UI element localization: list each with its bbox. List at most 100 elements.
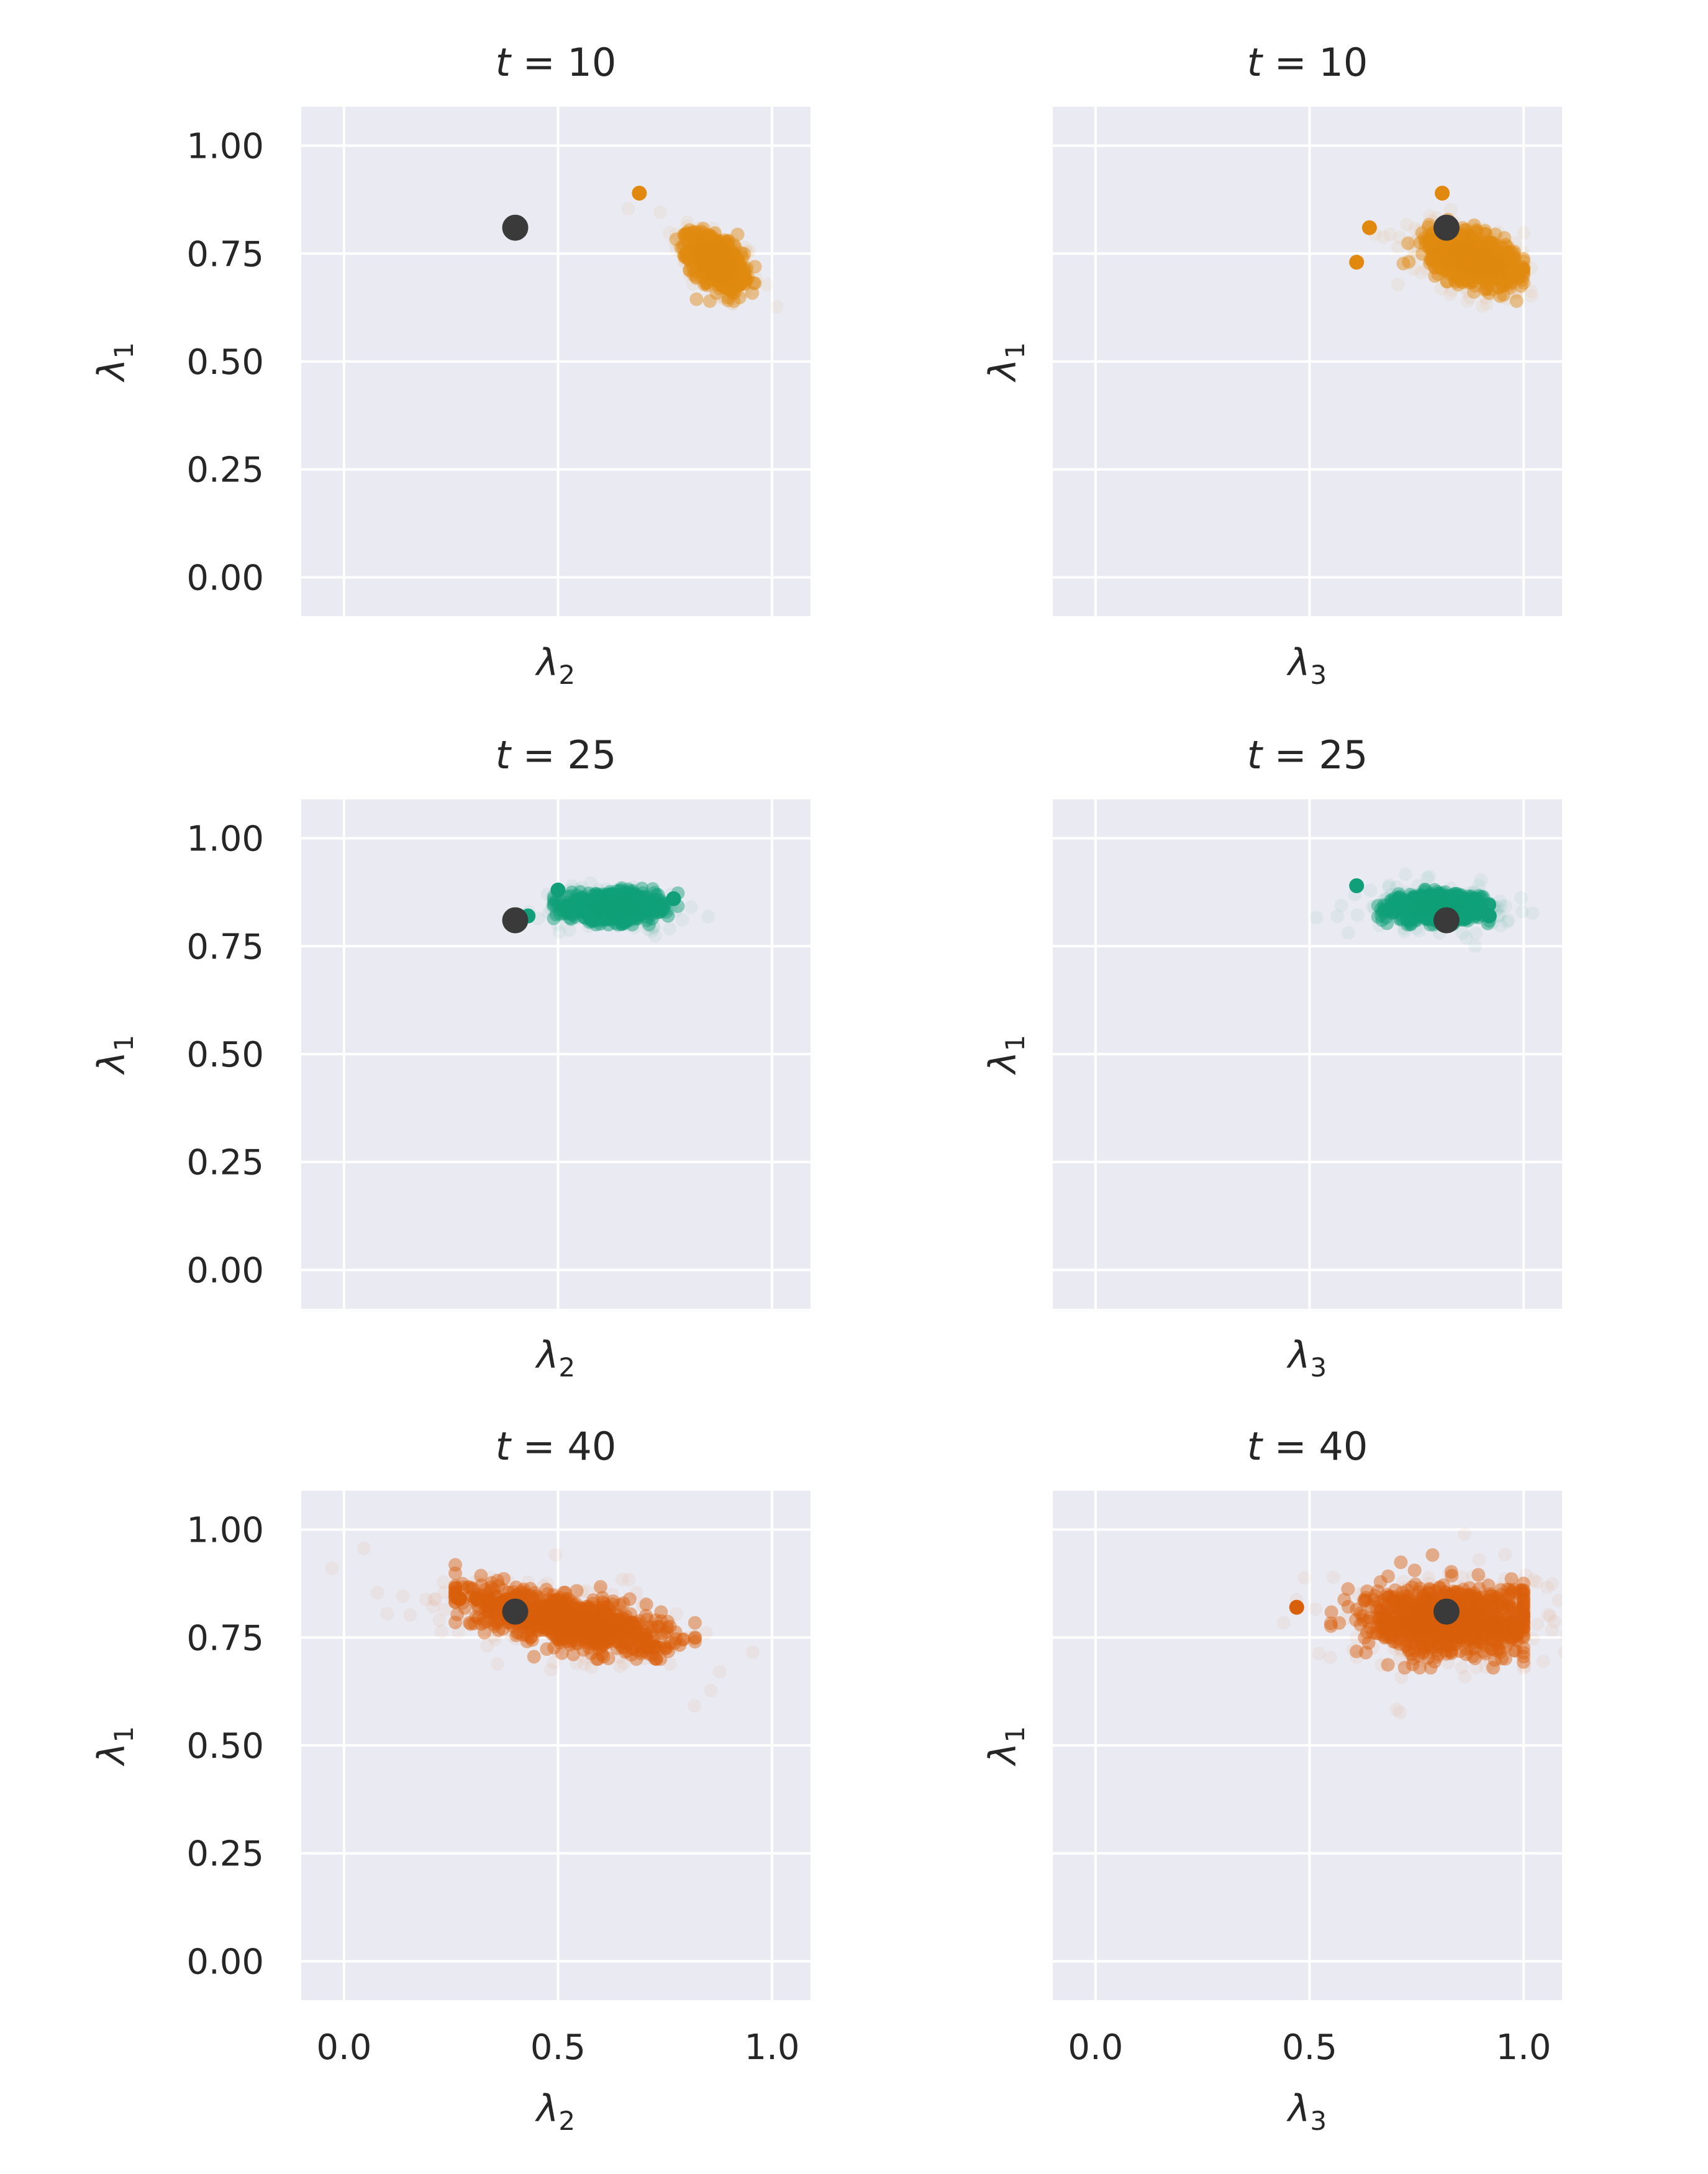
sample-point	[1416, 907, 1430, 921]
sample-point	[604, 899, 618, 913]
sample-point	[712, 252, 726, 266]
sample-point	[1497, 255, 1511, 270]
sample-point	[600, 888, 614, 903]
sample-point-faint	[1350, 907, 1365, 922]
sample-point	[1405, 906, 1419, 920]
sample-point	[599, 899, 613, 913]
sample-point	[1483, 272, 1497, 286]
sample-point	[1479, 236, 1493, 250]
sample-point	[1452, 238, 1466, 252]
sample-point-outlier	[1435, 185, 1450, 201]
sample-point	[1468, 896, 1483, 911]
sample-point-faint	[1422, 893, 1436, 907]
sample-point-faint	[1498, 899, 1512, 914]
sample-point	[601, 899, 615, 914]
sample-point	[1440, 893, 1454, 907]
sample-point	[1428, 239, 1442, 253]
sample-point-faint	[1470, 278, 1484, 293]
sample-point	[1445, 256, 1459, 270]
sample-point	[711, 242, 725, 256]
sample-point	[603, 911, 617, 926]
sample-point	[1463, 244, 1477, 258]
sample-point-faint	[1407, 244, 1421, 258]
sample-point-faint	[600, 1594, 614, 1609]
sample-point	[1401, 905, 1415, 919]
sample-point	[522, 1588, 537, 1603]
sample-point	[594, 1618, 608, 1632]
sample-point	[738, 272, 752, 286]
sample-point	[1478, 255, 1492, 269]
sample-point	[589, 904, 604, 919]
sample-point-faint	[617, 891, 631, 906]
sample-point	[714, 279, 729, 293]
sample-point	[634, 1640, 648, 1654]
sample-point	[587, 1634, 601, 1649]
sample-point	[1414, 901, 1429, 916]
sample-point	[660, 1641, 674, 1655]
sample-point	[1441, 895, 1455, 909]
sample-point-faint	[484, 1597, 499, 1611]
sample-point	[714, 257, 729, 271]
sample-point-faint	[701, 258, 715, 273]
sample-point	[539, 1583, 553, 1597]
sample-point	[645, 912, 659, 926]
sample-point	[553, 907, 567, 921]
sample-point	[1414, 893, 1428, 907]
sample-point	[588, 1609, 602, 1624]
sample-point	[1421, 221, 1435, 235]
sample-point	[612, 904, 626, 919]
sample-point	[625, 1622, 639, 1636]
sample-point	[717, 270, 732, 284]
sample-point	[1463, 260, 1478, 275]
sample-point	[747, 276, 761, 290]
sample-point	[619, 891, 634, 906]
sample-point	[645, 882, 660, 896]
sample-point	[1464, 268, 1478, 283]
sample-point	[702, 230, 717, 245]
sample-point	[725, 255, 740, 270]
sample-point	[701, 259, 715, 273]
sample-point	[1501, 264, 1515, 278]
sample-point	[553, 1599, 568, 1613]
sample-point	[588, 902, 602, 916]
sample-point	[606, 893, 620, 907]
sample-point	[639, 901, 653, 915]
sample-point	[1470, 906, 1484, 920]
sample-point	[607, 893, 621, 907]
sample-point	[596, 897, 610, 911]
sample-point	[1435, 243, 1449, 258]
sample-point	[618, 894, 632, 908]
sample-point	[1453, 248, 1468, 263]
sample-point	[1475, 258, 1489, 273]
sample-point	[703, 255, 717, 270]
sample-point-faint	[1510, 285, 1524, 299]
sample-point	[728, 286, 742, 300]
sample-point	[721, 291, 735, 305]
sample-point	[635, 881, 649, 896]
sample-point	[621, 899, 635, 913]
sample-point-faint	[1420, 914, 1435, 929]
sample-point-faint	[1411, 899, 1425, 913]
sample-point-faint	[701, 909, 715, 924]
sample-point-faint	[685, 252, 699, 266]
sample-point	[597, 1623, 612, 1637]
sample-point	[722, 263, 737, 277]
sample-point	[723, 274, 737, 288]
sample-point	[1478, 227, 1492, 241]
sample-point	[712, 254, 727, 268]
sample-point	[1458, 252, 1472, 266]
sample-point-faint	[550, 1628, 565, 1642]
sample-point-faint	[612, 1650, 627, 1664]
sample-point	[1466, 241, 1480, 255]
sample-point	[714, 262, 728, 276]
sample-point	[1482, 898, 1496, 912]
sample-point	[1448, 253, 1463, 267]
sample-point	[1404, 893, 1419, 907]
sample-point-faint	[622, 1572, 636, 1586]
sample-point	[1417, 895, 1431, 909]
sample-point	[1468, 242, 1483, 257]
sample-point	[1470, 259, 1484, 273]
sample-point	[589, 1616, 603, 1630]
sample-point	[1484, 257, 1499, 271]
sample-point	[702, 258, 717, 273]
